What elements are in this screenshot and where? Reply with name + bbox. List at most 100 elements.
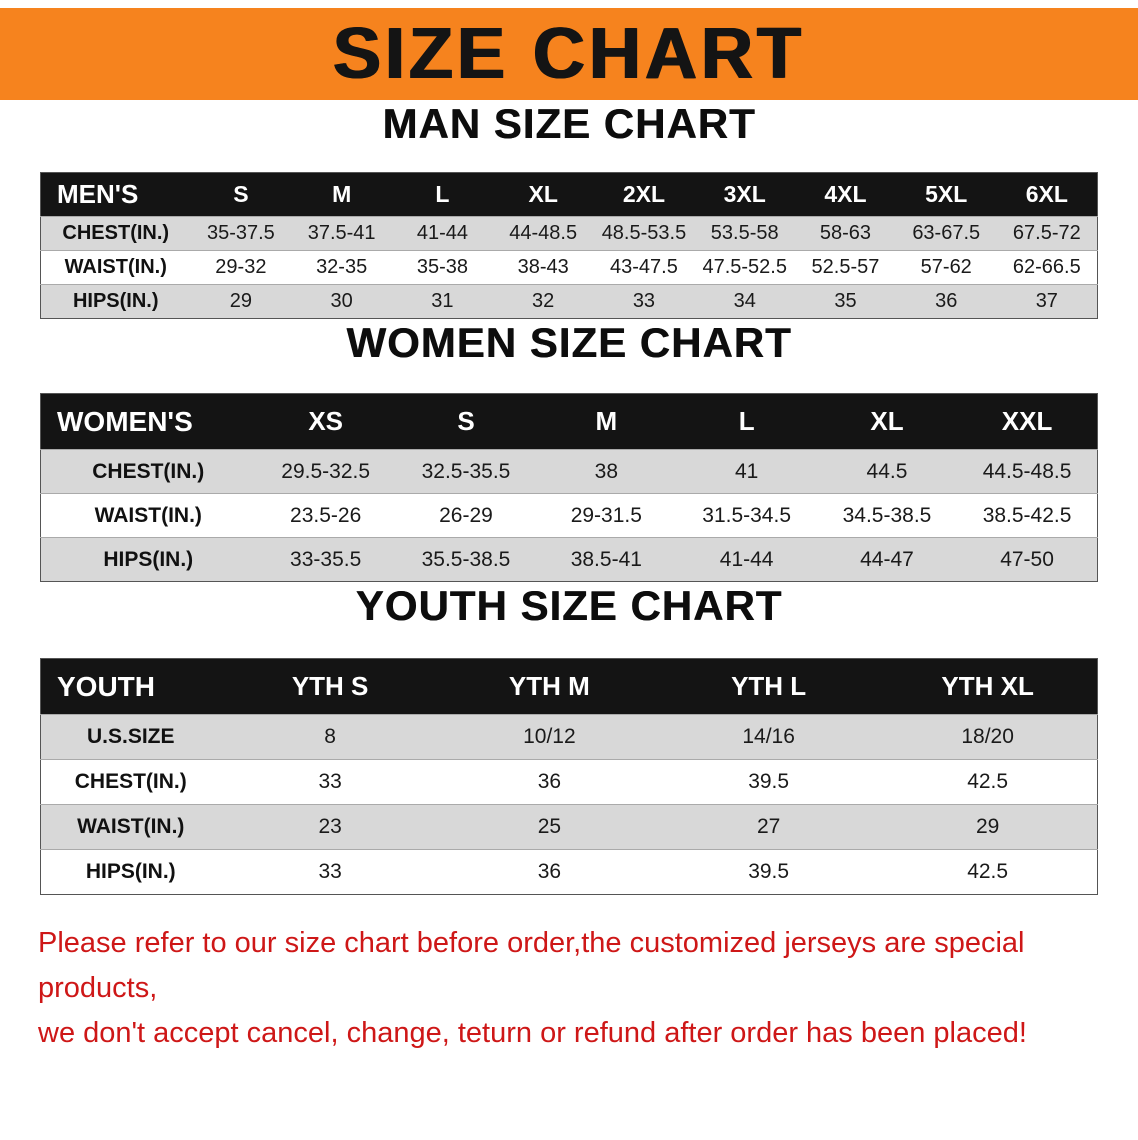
- table-row: CHEST(IN.) 33 36 39.5 42.5: [40, 759, 1098, 805]
- table-title-cell: YOUTH: [40, 658, 221, 715]
- row-label-cell: CHEST(IN.): [62, 222, 170, 244]
- disclaimer: Please refer to our size chart before or…: [38, 921, 1100, 1056]
- value-cell: 37: [1035, 290, 1058, 312]
- row-label-cell: WAIST(IN.): [64, 256, 167, 278]
- value-cell: 14/16: [742, 725, 795, 748]
- value-cell: 47-50: [1000, 547, 1054, 571]
- value-cell: 34.5-38.5: [842, 503, 932, 527]
- value-cell: 36: [935, 290, 958, 312]
- value-cell: 27: [756, 815, 781, 838]
- size-header-cell: XL: [492, 172, 594, 217]
- value-cell: 44-48.5: [509, 222, 578, 244]
- value-cell: 23: [318, 815, 342, 838]
- value-cell: 36: [537, 770, 562, 793]
- size-chart-page: SIZE CHART MAN SIZE CHART MEN'S S M L XL 2XL 3…: [0, 8, 1138, 1056]
- value-cell: 38.5-42.5: [982, 503, 1072, 527]
- value-cell: 33: [318, 770, 342, 793]
- value-cell: 25: [537, 815, 562, 838]
- size-header-cell: L: [676, 393, 817, 450]
- size-header-cell: XL: [816, 393, 958, 450]
- value-cell: 8: [324, 725, 336, 748]
- table-header-row: MEN'S S M L XL 2XL 3XL 4XL 5XL 6XL: [40, 172, 1098, 217]
- value-cell: 39.5: [748, 770, 790, 793]
- value-cell: 36: [537, 860, 562, 883]
- value-cell: 30: [330, 290, 353, 312]
- value-cell: 47.5-52.5: [702, 256, 787, 278]
- page-title: SIZE CHART: [333, 14, 805, 94]
- value-cell: 42.5: [967, 770, 1009, 793]
- size-header-cell: M: [536, 393, 677, 450]
- value-cell: 33-35.5: [290, 547, 362, 571]
- row-label-cell: CHEST(IN.): [74, 770, 187, 793]
- row-label-cell: HIPS(IN.): [103, 547, 194, 571]
- value-cell: 26-29: [439, 503, 493, 527]
- table-row: HIPS(IN.) 29 30 31 32 33 34 35 36 37: [40, 284, 1098, 319]
- row-label-cell: CHEST(IN.): [92, 459, 205, 483]
- size-header-cell: M: [291, 172, 393, 217]
- value-cell: 34: [733, 290, 756, 312]
- value-cell: 63-67.5: [912, 222, 981, 244]
- size-header-cell: 5XL: [895, 172, 997, 217]
- value-cell: 37.5-41: [307, 222, 376, 244]
- table-title-cell: MEN'S: [40, 172, 191, 217]
- size-header-cell: L: [392, 172, 493, 217]
- size-header-cell: 2XL: [593, 172, 695, 217]
- value-cell: 44-47: [860, 547, 914, 571]
- value-cell: 41-44: [719, 547, 774, 571]
- value-cell: 31.5-34.5: [702, 503, 792, 527]
- row-label-cell: HIPS(IN.): [72, 290, 159, 312]
- men-section-heading: MAN SIZE CHART: [382, 100, 756, 147]
- value-cell: 35: [834, 290, 857, 312]
- value-cell: 62-66.5: [1012, 256, 1081, 278]
- value-cell: 53.5-58: [710, 222, 779, 244]
- value-cell: 23.5-26: [290, 503, 362, 527]
- value-cell: 33: [632, 290, 656, 312]
- section-women: WOMEN SIZE CHART WOMEN'S XS S M L XL XXL CHEST(…: [0, 319, 1138, 582]
- youth-section-heading: YOUTH SIZE CHART: [355, 582, 783, 629]
- table-header-row: WOMEN'S XS S M L XL XXL: [40, 393, 1098, 450]
- table-header-row: YOUTH YTH S YTH M YTH L YTH XL: [40, 658, 1098, 715]
- value-cell: 29: [229, 290, 252, 312]
- value-cell: 18/20: [961, 725, 1014, 748]
- value-cell: 42.5: [967, 860, 1009, 883]
- value-cell: 32.5-35.5: [421, 459, 511, 483]
- value-cell: 67.5-72: [1012, 222, 1081, 244]
- value-cell: 48.5-53.5: [601, 222, 687, 244]
- table-row: WAIST(IN.) 23 25 27 29: [40, 804, 1098, 850]
- table-row: WAIST(IN.) 23.5-26 26-29 29-31.5 31.5-34.5 34…: [40, 493, 1098, 538]
- value-cell: 39.5: [748, 860, 790, 883]
- value-cell: 58-63: [819, 222, 872, 244]
- section-men: MAN SIZE CHART MEN'S S M L XL 2XL 3XL 4XL 5XL 6XL…: [0, 100, 1138, 319]
- value-cell: 41-44: [416, 222, 468, 244]
- size-header-cell: XXL: [957, 393, 1098, 450]
- value-cell: 35.5-38.5: [421, 547, 511, 571]
- banner: SIZE CHART: [0, 8, 1138, 100]
- size-header-cell: YTH S: [220, 658, 440, 715]
- value-cell: 44.5: [866, 459, 908, 483]
- value-cell: 41: [734, 459, 759, 483]
- value-cell: 35-38: [416, 256, 468, 278]
- value-cell: 31: [431, 290, 454, 312]
- size-header-cell: S: [395, 393, 537, 450]
- value-cell: 32-35: [316, 256, 368, 278]
- value-cell: 38-43: [517, 256, 569, 278]
- row-label-cell: WAIST(IN.): [77, 815, 185, 838]
- value-cell: 44.5-48.5: [982, 459, 1072, 483]
- size-header-cell: YTH M: [439, 658, 659, 715]
- size-header-cell: XS: [255, 393, 396, 450]
- value-cell: 32: [532, 290, 555, 312]
- women-section-heading: WOMEN SIZE CHART: [346, 319, 792, 366]
- size-header-cell: YTH L: [659, 658, 879, 715]
- section-youth: YOUTH SIZE CHART YOUTH YTH S YTH M YTH L YTH…: [0, 582, 1138, 895]
- table-row: WAIST(IN.) 29-32 32-35 35-38 38-43 43-47.5 47.…: [40, 250, 1098, 285]
- size-header-cell: S: [190, 172, 292, 217]
- value-cell: 29-31.5: [570, 503, 642, 527]
- table-title-cell: WOMEN'S: [40, 393, 256, 450]
- table-row: U.S.SIZE 8 10/12 14/16 18/20: [40, 714, 1098, 760]
- disclaimer-line-2: we don't accept cancel, change, teturn o…: [38, 1016, 1027, 1049]
- table-row: CHEST(IN.) 29.5-32.5 32.5-35.5 38 41 44.5 44.5…: [40, 449, 1098, 494]
- value-cell: 33: [318, 860, 342, 883]
- women-size-table: WOMEN'S XS S M L XL XXL CHEST(IN.) 29.5-32.5 32.5…: [40, 393, 1098, 582]
- size-header-cell: YTH XL: [878, 658, 1098, 715]
- value-cell: 29-32: [215, 256, 267, 278]
